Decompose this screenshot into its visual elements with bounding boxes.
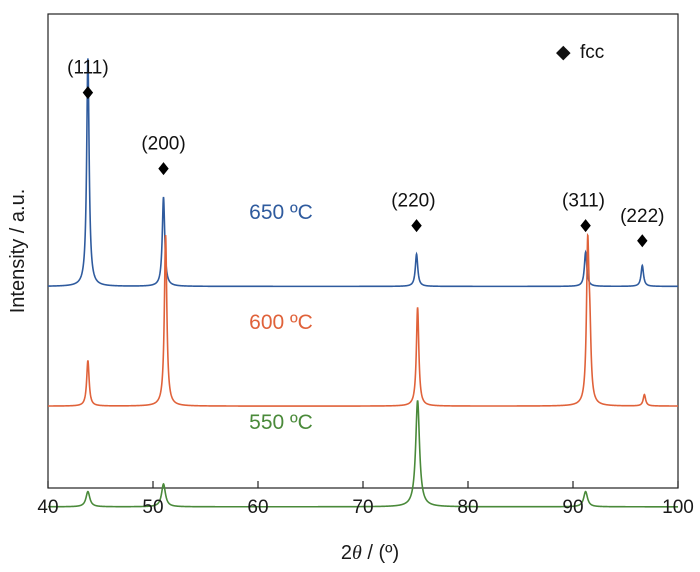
legend: ◆ fcc xyxy=(556,42,604,63)
x-axis-title-theta: θ xyxy=(352,542,362,564)
peak-label-2: (220) xyxy=(391,191,435,212)
peak-label-1: (200) xyxy=(141,134,185,155)
series-labels: 650 ºC 600 ºC 550 ºC xyxy=(249,201,313,434)
fcc-marker-3 xyxy=(580,219,591,233)
legend-marker: ◆ xyxy=(556,42,571,63)
series-layer xyxy=(47,58,678,508)
series-line-0 xyxy=(47,58,678,288)
x-tick-label-4: 80 xyxy=(457,497,478,518)
x-tick-label-1: 50 xyxy=(142,497,163,518)
plot-frame xyxy=(47,13,679,489)
fcc-marker-1 xyxy=(158,162,169,176)
y-axis-title: Intensity / a.u. xyxy=(7,189,29,314)
fcc-marker-0 xyxy=(82,86,94,100)
peak-label-3: (311) xyxy=(562,191,605,212)
x-tick-label-0: 40 xyxy=(37,497,58,518)
series-label-2: 550 ºC xyxy=(249,411,313,434)
x-tick-label-2: 60 xyxy=(247,497,268,518)
series-label-1: 600 ºC xyxy=(249,311,313,334)
x-axis-title-prefix: 2 xyxy=(341,542,352,564)
fcc-marker-2 xyxy=(411,219,422,233)
series-line-2 xyxy=(48,400,678,508)
series-label-0: 650 ºC xyxy=(249,201,313,224)
peak-label-0: (111) xyxy=(67,58,109,79)
x-tick-label-5: 90 xyxy=(562,497,583,518)
x-axis-title-suffix: / (º) xyxy=(362,542,399,564)
peak-annotations: (111) (200) (220) (311) (222) xyxy=(67,58,664,248)
fcc-marker-4 xyxy=(637,234,648,248)
x-tick-label-3: 70 xyxy=(352,497,373,518)
x-tick-label-6: 100 xyxy=(662,497,694,518)
peak-label-4: (222) xyxy=(620,206,664,227)
x-axis-ticks: 40 50 60 70 80 90 100 xyxy=(37,481,694,518)
x-axis-title: 2θ / (º) xyxy=(341,542,399,564)
series-line-1 xyxy=(48,232,678,407)
legend-label: fcc xyxy=(580,42,604,63)
